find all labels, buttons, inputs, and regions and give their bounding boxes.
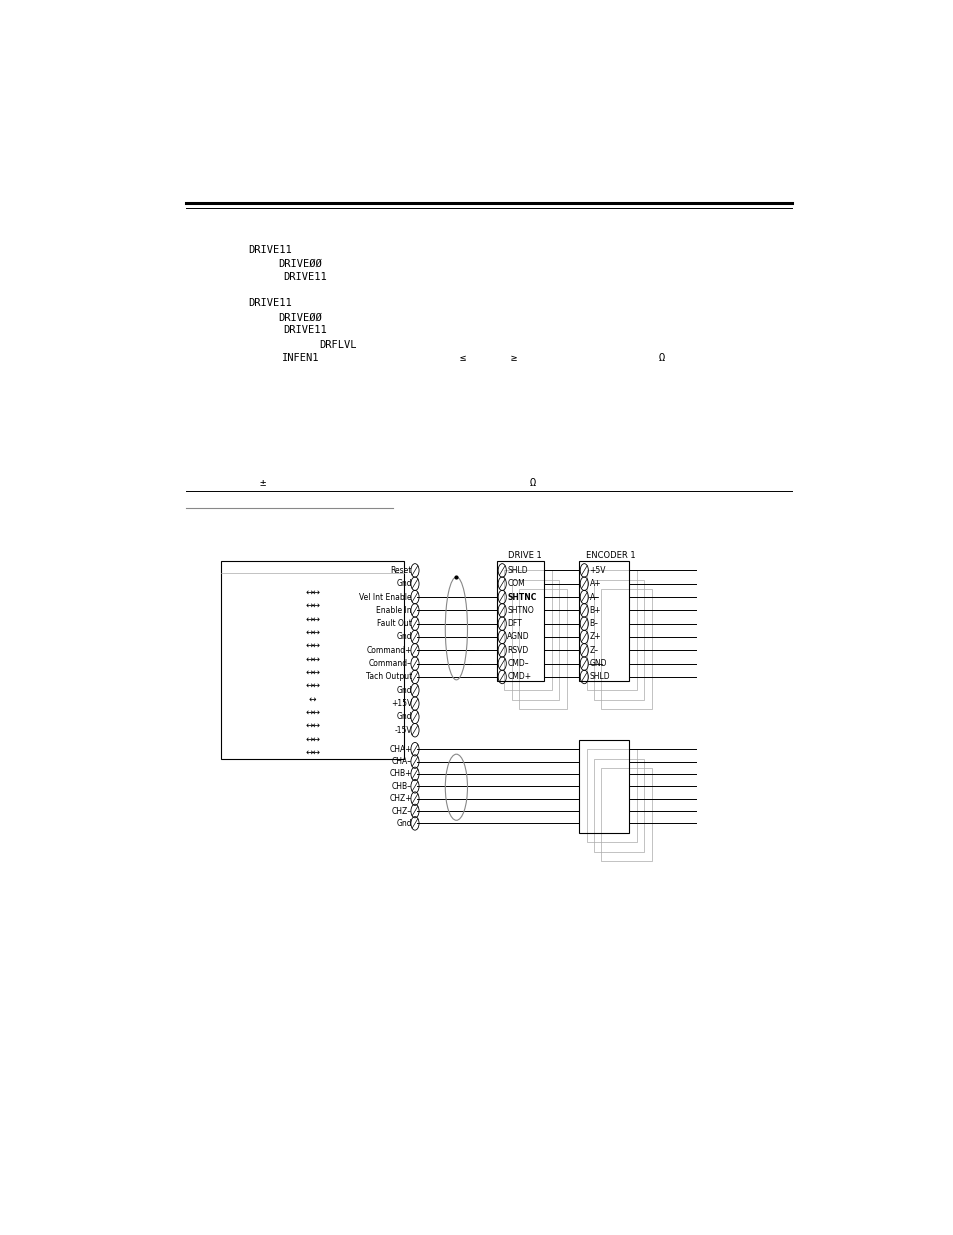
Text: A+: A+ [589,579,600,588]
Bar [578,561,629,680]
Text: DRIVEØØ: DRIVEØØ [278,312,321,322]
Bar [504,571,551,690]
Text: Z–: Z– [589,646,598,655]
Text: Ω: Ω [659,353,664,363]
Bar [594,758,643,852]
Text: A–: A– [589,593,598,601]
Text: ↔↔: ↔↔ [305,601,320,610]
Text: Tach Output: Tach Output [365,672,412,682]
Bar [594,580,643,700]
Text: ↔↔: ↔↔ [305,721,320,730]
Text: ENCODER 1: ENCODER 1 [585,551,635,559]
Text: Z+: Z+ [589,632,600,641]
Text: ↔↔: ↔↔ [305,680,320,690]
Text: ↔↔: ↔↔ [305,615,320,624]
Text: DRIVE11: DRIVE11 [283,272,327,282]
Text: CHB–: CHB– [392,782,412,790]
Bar [586,750,637,842]
Text: DRIVEØØ: DRIVEØØ [278,259,321,269]
Text: DRIVE11: DRIVE11 [249,298,292,309]
Text: -15V: -15V [394,726,412,735]
Text: Command+: Command+ [366,646,412,655]
Text: Gnd: Gnd [396,713,412,721]
Text: SHLD: SHLD [507,566,527,576]
Text: Ω: Ω [529,478,536,488]
Bar [600,589,651,709]
Text: INFEN1: INFEN1 [282,353,319,363]
Text: ↔↔: ↔↔ [305,641,320,650]
Text: DRIVE11: DRIVE11 [249,245,292,254]
Text: ↔↔: ↔↔ [305,627,320,637]
Text: RSVD: RSVD [507,646,528,655]
Text: DRIVE11: DRIVE11 [283,325,327,335]
Text: DRFLVL: DRFLVL [318,340,356,350]
Text: SHLD: SHLD [589,672,610,682]
Bar [600,768,651,862]
Bar [586,571,637,690]
Text: ↔↔: ↔↔ [305,735,320,743]
Text: CHA+: CHA+ [389,745,412,753]
Text: B–: B– [589,619,598,629]
Bar [518,589,566,709]
Text: AGND: AGND [507,632,530,641]
Text: Command–: Command– [369,659,412,668]
Text: +5V: +5V [589,566,605,576]
Text: ↔↔: ↔↔ [305,747,320,757]
Text: DRIVE 1: DRIVE 1 [507,551,540,559]
Text: ≤: ≤ [459,353,465,363]
Text: Reset: Reset [390,566,412,576]
Text: ↔↔: ↔↔ [305,668,320,677]
Text: Fault Out: Fault Out [376,619,412,629]
Text: CMD+: CMD+ [507,672,531,682]
Text: CHA–: CHA– [392,757,412,766]
Text: SHTNC: SHTNC [507,593,537,601]
Text: B+: B+ [589,606,600,615]
Text: Gnd: Gnd [396,632,412,641]
Text: ±: ± [259,478,266,488]
Text: CHZ+: CHZ+ [389,794,412,803]
Text: ≥: ≥ [511,353,517,363]
Text: Gnd: Gnd [396,579,412,588]
Text: ↔↔: ↔↔ [305,655,320,663]
Bar [497,561,544,680]
Text: COM: COM [507,579,524,588]
Text: ↔↔: ↔↔ [305,588,320,597]
Text: CHZ–: CHZ– [392,806,412,815]
Text: Enable In: Enable In [376,606,412,615]
Text: ↔: ↔ [309,694,316,703]
Text: GND: GND [589,659,606,668]
Bar [512,580,558,700]
Bar [578,740,629,832]
Text: +15V: +15V [391,699,412,708]
Bar [221,561,403,758]
Text: Gnd: Gnd [396,685,412,695]
Text: Vel Int Enable: Vel Int Enable [359,593,412,601]
Text: DFT: DFT [507,619,521,629]
Text: ↔↔: ↔↔ [305,708,320,716]
Text: Gnd: Gnd [396,819,412,827]
Text: CHB+: CHB+ [389,769,412,778]
Text: SHTNO: SHTNO [507,606,534,615]
Text: CMD–: CMD– [507,659,529,668]
